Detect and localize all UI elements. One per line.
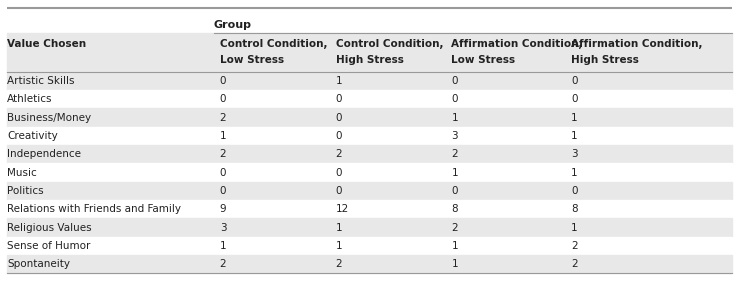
Text: Value Chosen: Value Chosen xyxy=(7,39,86,49)
Text: Affirmation Condition,: Affirmation Condition, xyxy=(571,39,703,49)
Text: 9: 9 xyxy=(219,204,226,214)
Text: 0: 0 xyxy=(452,94,458,104)
Text: 2: 2 xyxy=(571,259,578,269)
Bar xyxy=(7,255,732,274)
Text: 0: 0 xyxy=(336,131,342,141)
Text: 8: 8 xyxy=(571,204,578,214)
Text: Athletics: Athletics xyxy=(7,94,53,104)
Text: 2: 2 xyxy=(452,149,458,159)
Text: 2: 2 xyxy=(219,113,226,123)
Bar xyxy=(7,90,732,109)
Bar xyxy=(7,72,732,90)
Text: 1: 1 xyxy=(452,241,458,251)
Text: Artistic Skills: Artistic Skills xyxy=(7,76,75,86)
Text: 0: 0 xyxy=(336,113,342,123)
Text: 1: 1 xyxy=(452,168,458,178)
Text: 0: 0 xyxy=(452,186,458,196)
Text: 3: 3 xyxy=(571,149,578,159)
Text: 0: 0 xyxy=(336,186,342,196)
Text: 1: 1 xyxy=(571,168,578,178)
Text: Business/Money: Business/Money xyxy=(7,113,92,123)
Text: 0: 0 xyxy=(219,76,226,86)
Text: 1: 1 xyxy=(336,241,342,251)
Text: 1: 1 xyxy=(219,241,226,251)
Text: 3: 3 xyxy=(219,222,226,233)
Text: High Stress: High Stress xyxy=(571,54,638,65)
Text: Low Stress: Low Stress xyxy=(452,54,516,65)
Text: 8: 8 xyxy=(452,204,458,214)
Bar xyxy=(7,219,732,237)
Text: 1: 1 xyxy=(571,222,578,233)
Text: 2: 2 xyxy=(219,149,226,159)
Text: Sense of Humor: Sense of Humor xyxy=(7,241,91,251)
Bar xyxy=(7,34,732,72)
Text: 2: 2 xyxy=(219,259,226,269)
Text: Affirmation Condition,: Affirmation Condition, xyxy=(452,39,583,49)
Text: 0: 0 xyxy=(219,94,226,104)
Text: Religious Values: Religious Values xyxy=(7,222,92,233)
Text: 0: 0 xyxy=(571,94,577,104)
Text: 0: 0 xyxy=(219,186,226,196)
Text: Relations with Friends and Family: Relations with Friends and Family xyxy=(7,204,181,214)
Bar xyxy=(7,109,732,127)
Text: Music: Music xyxy=(7,168,37,178)
Text: Control Condition,: Control Condition, xyxy=(219,39,327,49)
Text: 2: 2 xyxy=(571,241,578,251)
Text: High Stress: High Stress xyxy=(336,54,403,65)
Text: 1: 1 xyxy=(336,76,342,86)
Text: 2: 2 xyxy=(452,222,458,233)
Text: Control Condition,: Control Condition, xyxy=(336,39,443,49)
Text: Group: Group xyxy=(214,20,252,30)
Bar xyxy=(7,237,732,255)
Text: 1: 1 xyxy=(219,131,226,141)
Text: 0: 0 xyxy=(336,94,342,104)
Text: 2: 2 xyxy=(336,149,342,159)
Text: Spontaneity: Spontaneity xyxy=(7,259,70,269)
Bar xyxy=(7,200,732,219)
Text: 1: 1 xyxy=(336,222,342,233)
Text: 1: 1 xyxy=(571,131,578,141)
Text: 0: 0 xyxy=(452,76,458,86)
Text: 0: 0 xyxy=(571,76,577,86)
Text: Creativity: Creativity xyxy=(7,131,58,141)
Text: Independence: Independence xyxy=(7,149,81,159)
Text: Low Stress: Low Stress xyxy=(219,54,284,65)
Text: 3: 3 xyxy=(452,131,458,141)
Text: 1: 1 xyxy=(571,113,578,123)
Text: 0: 0 xyxy=(219,168,226,178)
Bar xyxy=(7,182,732,200)
Bar xyxy=(7,145,732,164)
Text: Politics: Politics xyxy=(7,186,44,196)
Text: 2: 2 xyxy=(336,259,342,269)
Text: 1: 1 xyxy=(452,259,458,269)
Text: 12: 12 xyxy=(336,204,349,214)
Text: 1: 1 xyxy=(452,113,458,123)
Bar xyxy=(7,127,732,145)
Text: 0: 0 xyxy=(571,186,577,196)
Text: 0: 0 xyxy=(336,168,342,178)
Bar xyxy=(7,164,732,182)
